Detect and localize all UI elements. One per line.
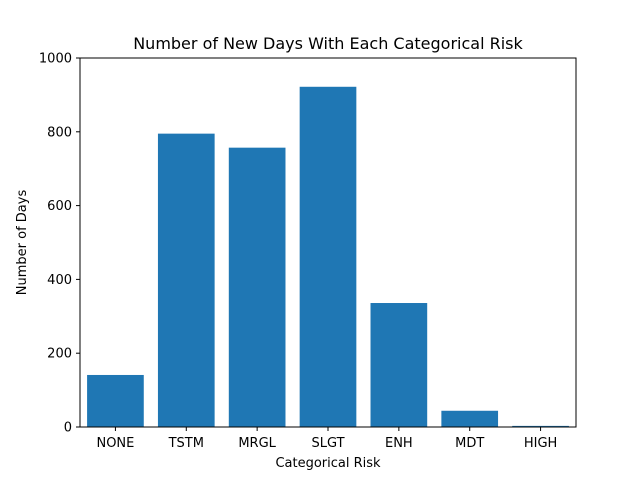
y-tick-label: 0 [64,421,72,436]
y-tick-label: 400 [47,273,72,288]
x-tick-label: SLGT [311,436,344,451]
y-tick-label: 200 [47,347,72,362]
bar-mrgl [228,147,286,428]
x-tick-label: MDT [455,436,484,451]
chart-title: Number of New Days With Each Categorical… [133,34,523,53]
bar-mdt [441,410,499,427]
plot-frame [79,57,577,428]
y-tick-label: 1000 [39,52,72,67]
x-tick-label: TSTM [168,436,204,451]
x-tick-label: MRGL [238,436,276,451]
y-tick-label: 800 [47,125,72,140]
bar-enh [370,303,428,427]
bar-slgt [299,86,357,428]
x-axis-label: Categorical Risk [275,456,381,471]
y-axis-ticks: 0 200 400 600 800 1000 [39,52,80,436]
y-axis-label: Number of Days [15,190,30,296]
x-tick-label: ENH [385,436,413,451]
x-axis-ticks: NONE TSTM MRGL SLGT ENH MDT HIGH [96,427,557,451]
bar-tstm [157,133,215,427]
bar-none [87,374,144,427]
bar-high [512,425,569,427]
bars-group [87,86,569,428]
x-tick-label: HIGH [524,436,557,451]
y-tick-label: 600 [47,199,72,214]
x-tick-label: NONE [96,436,134,451]
